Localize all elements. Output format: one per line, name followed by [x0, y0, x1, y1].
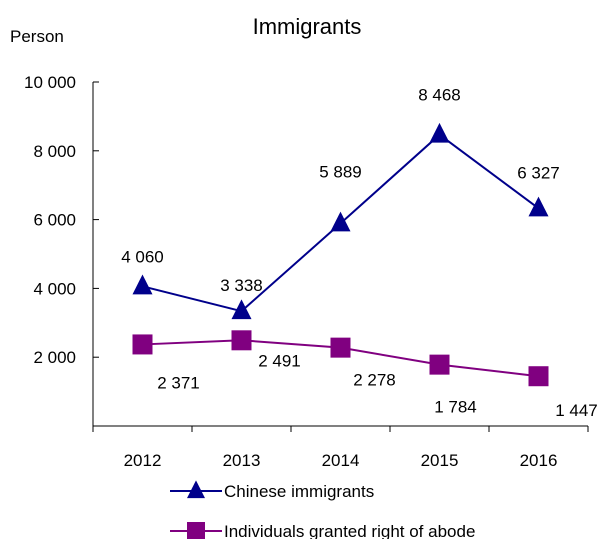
x-tick-label: 2013 — [223, 451, 261, 470]
y-tick-label: 6 000 — [33, 211, 76, 230]
y-tick-label: 10 000 — [24, 73, 76, 92]
legend-marker-1 — [187, 480, 205, 499]
data-point-series-1 — [429, 122, 450, 143]
legend-label-1: Chinese immigrants — [224, 482, 374, 501]
y-axis-label: Person — [10, 27, 64, 46]
y-tick-label: 2 000 — [33, 348, 76, 367]
data-point-series-2 — [429, 354, 450, 375]
data-label: 8 468 — [418, 86, 461, 105]
data-point-series-1 — [132, 274, 153, 295]
data-point-series-1 — [528, 196, 549, 217]
data-label: 2 371 — [157, 373, 200, 392]
data-label: 2 278 — [353, 371, 396, 390]
data-point-series-1 — [330, 211, 351, 232]
chart-title: Immigrants — [253, 14, 362, 39]
x-tick-label: 2012 — [124, 451, 162, 470]
data-label: 4 060 — [121, 247, 164, 266]
data-label: 2 491 — [258, 351, 301, 370]
data-label: 1 784 — [434, 398, 477, 417]
data-label: 1 447 — [555, 401, 598, 420]
data-label: 3 338 — [220, 276, 263, 295]
data-point-series-2 — [330, 337, 351, 358]
data-point-series-2 — [231, 330, 252, 351]
data-label: 5 889 — [319, 162, 362, 181]
y-tick-label: 8 000 — [33, 142, 76, 161]
data-label: 6 327 — [517, 163, 560, 182]
x-tick-label: 2016 — [520, 451, 558, 470]
data-point-series-2 — [528, 366, 549, 387]
data-point-series-2 — [132, 334, 153, 355]
legend-label-2: Individuals granted right of abode — [224, 522, 475, 539]
x-tick-label: 2015 — [421, 451, 459, 470]
data-point-series-1 — [231, 299, 252, 320]
y-tick-label: 4 000 — [33, 279, 76, 298]
x-tick-label: 2014 — [322, 451, 360, 470]
legend-marker-2 — [187, 522, 205, 539]
